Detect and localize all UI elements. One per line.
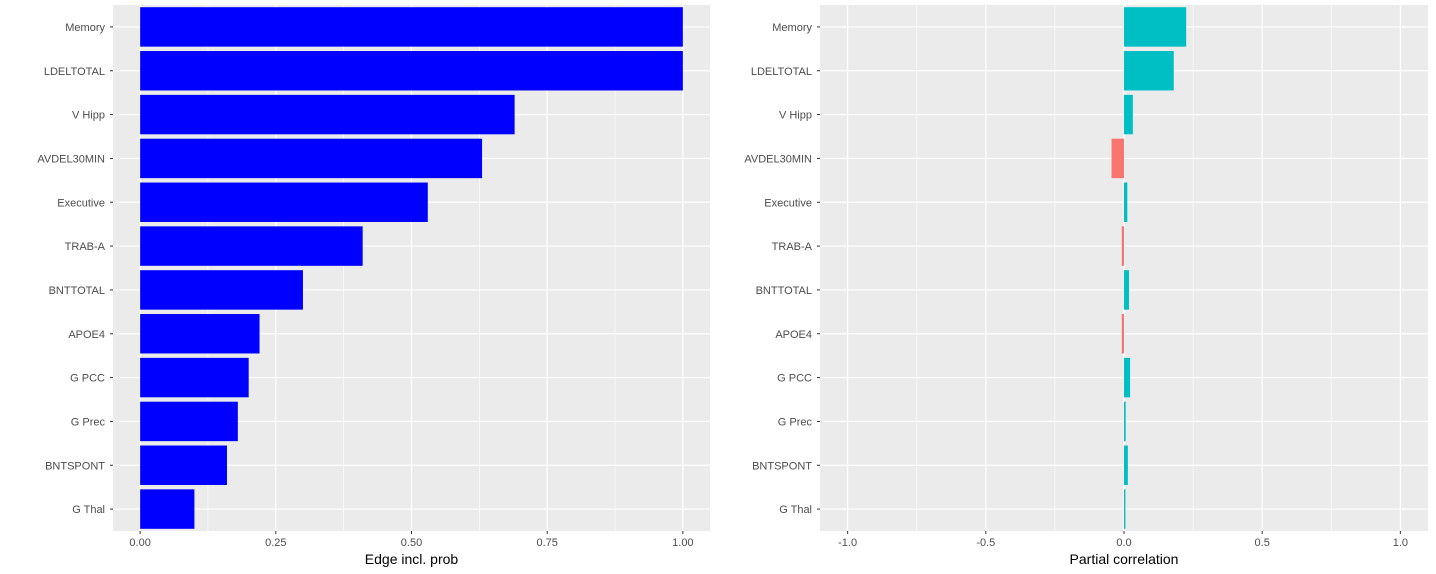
incl-bar-trab-a	[140, 226, 363, 266]
incl-x-tick-label: 0.00	[129, 537, 150, 549]
incl-bar-apoe4	[140, 314, 260, 354]
incl-bar-ldeltotal	[140, 51, 683, 91]
incl-y-tick-label: G PCC	[70, 373, 105, 385]
partial-correlation-panel: Memory LDELTOTAL V Hipp AVDEL30MIN Executive…	[744, 5, 1428, 567]
incl-y-tick-label: LDELTOTAL	[44, 66, 105, 78]
incl-x-tick-label: 0.25	[265, 537, 286, 549]
incl-bar-g-thal	[140, 489, 195, 529]
incl-y-tick-label: Executive	[57, 197, 105, 209]
pcor-y-tick-label: Memory	[772, 22, 812, 34]
pcor-bar-ldeltotal	[1124, 51, 1174, 91]
incl-bar-g-prec	[140, 401, 238, 442]
pcor-x-tick-label: -1.0	[838, 537, 857, 549]
pcor-y-tick-label: G Prec	[778, 416, 813, 428]
incl-x-tick-label: 0.50	[401, 537, 422, 549]
incl-bar-avdel30min	[140, 138, 483, 179]
pcor-x-tick-label: 1.0	[1393, 537, 1408, 549]
pcor-y-tick-label: G Thal	[779, 504, 812, 516]
pcor-bar-g-pcc	[1124, 357, 1131, 398]
pcor-y-tick-label: TRAB-A	[772, 241, 813, 253]
incl-y-tick-label: BNTSPONT	[45, 460, 105, 472]
incl-x-tick-label: 0.75	[536, 537, 557, 549]
pcor-bar-g-thal	[1124, 489, 1126, 529]
incl-y-tick-label: APOE4	[68, 329, 105, 341]
pcor-y-tick-label: LDELTOTAL	[751, 66, 812, 78]
pcor-x-tick-label: 0.5	[1255, 537, 1270, 549]
incl-bar-v-hipp	[140, 94, 515, 135]
edge-inclusion-panel: Memory LDELTOTAL V Hipp AVDEL30MIN Executive…	[37, 5, 710, 567]
pcor-bar-apoe4	[1121, 314, 1124, 354]
pcor-bar-memory	[1124, 7, 1187, 47]
pcor-x-tick-label: -0.5	[976, 537, 995, 549]
incl-bar-bntspont	[140, 445, 227, 485]
pcor-bar-trab-a	[1121, 226, 1124, 266]
pcor-x-tick-label: 0.0	[1116, 537, 1131, 549]
pcor-y-tick-label: AVDEL30MIN	[744, 153, 812, 165]
incl-y-tick-label: AVDEL30MIN	[37, 153, 105, 165]
pcor-bar-bntspont	[1124, 445, 1128, 485]
pcor-y-tick-label: BNTTOTAL	[756, 285, 812, 297]
incl-y-tick-label: BNTTOTAL	[49, 285, 105, 297]
incl-y-tick-label: G Prec	[71, 416, 106, 428]
incl-bar-bnttotal	[140, 270, 303, 310]
incl-y-tick-label: V Hipp	[72, 110, 105, 122]
incl-y-tick-label: TRAB-A	[65, 241, 106, 253]
incl-y-tick-label: Memory	[65, 22, 105, 34]
incl-y-tick-label: G Thal	[72, 504, 105, 516]
incl-x-tick-label: 1.00	[672, 537, 693, 549]
pcor-bar-avdel30min	[1111, 138, 1124, 179]
incl-bar-memory	[140, 7, 683, 47]
pcor-y-tick-label: APOE4	[775, 329, 812, 341]
pcor-y-tick-label: Executive	[764, 197, 812, 209]
pcor-y-tick-label: G PCC	[777, 373, 812, 385]
incl-bar-executive	[140, 182, 428, 222]
pcor-bar-v-hipp	[1124, 94, 1133, 135]
pcor-y-tick-label: V Hipp	[779, 110, 812, 122]
incl-bar-g-pcc	[140, 357, 249, 398]
pcor-x-axis-title: Partial correlation	[1070, 551, 1179, 567]
pcor-bar-bnttotal	[1124, 270, 1129, 310]
pcor-bar-executive	[1124, 182, 1128, 222]
incl-x-axis-title: Edge incl. prob	[365, 551, 459, 567]
pcor-y-tick-label: BNTSPONT	[752, 460, 812, 472]
pcor-bar-g-prec	[1124, 401, 1126, 442]
